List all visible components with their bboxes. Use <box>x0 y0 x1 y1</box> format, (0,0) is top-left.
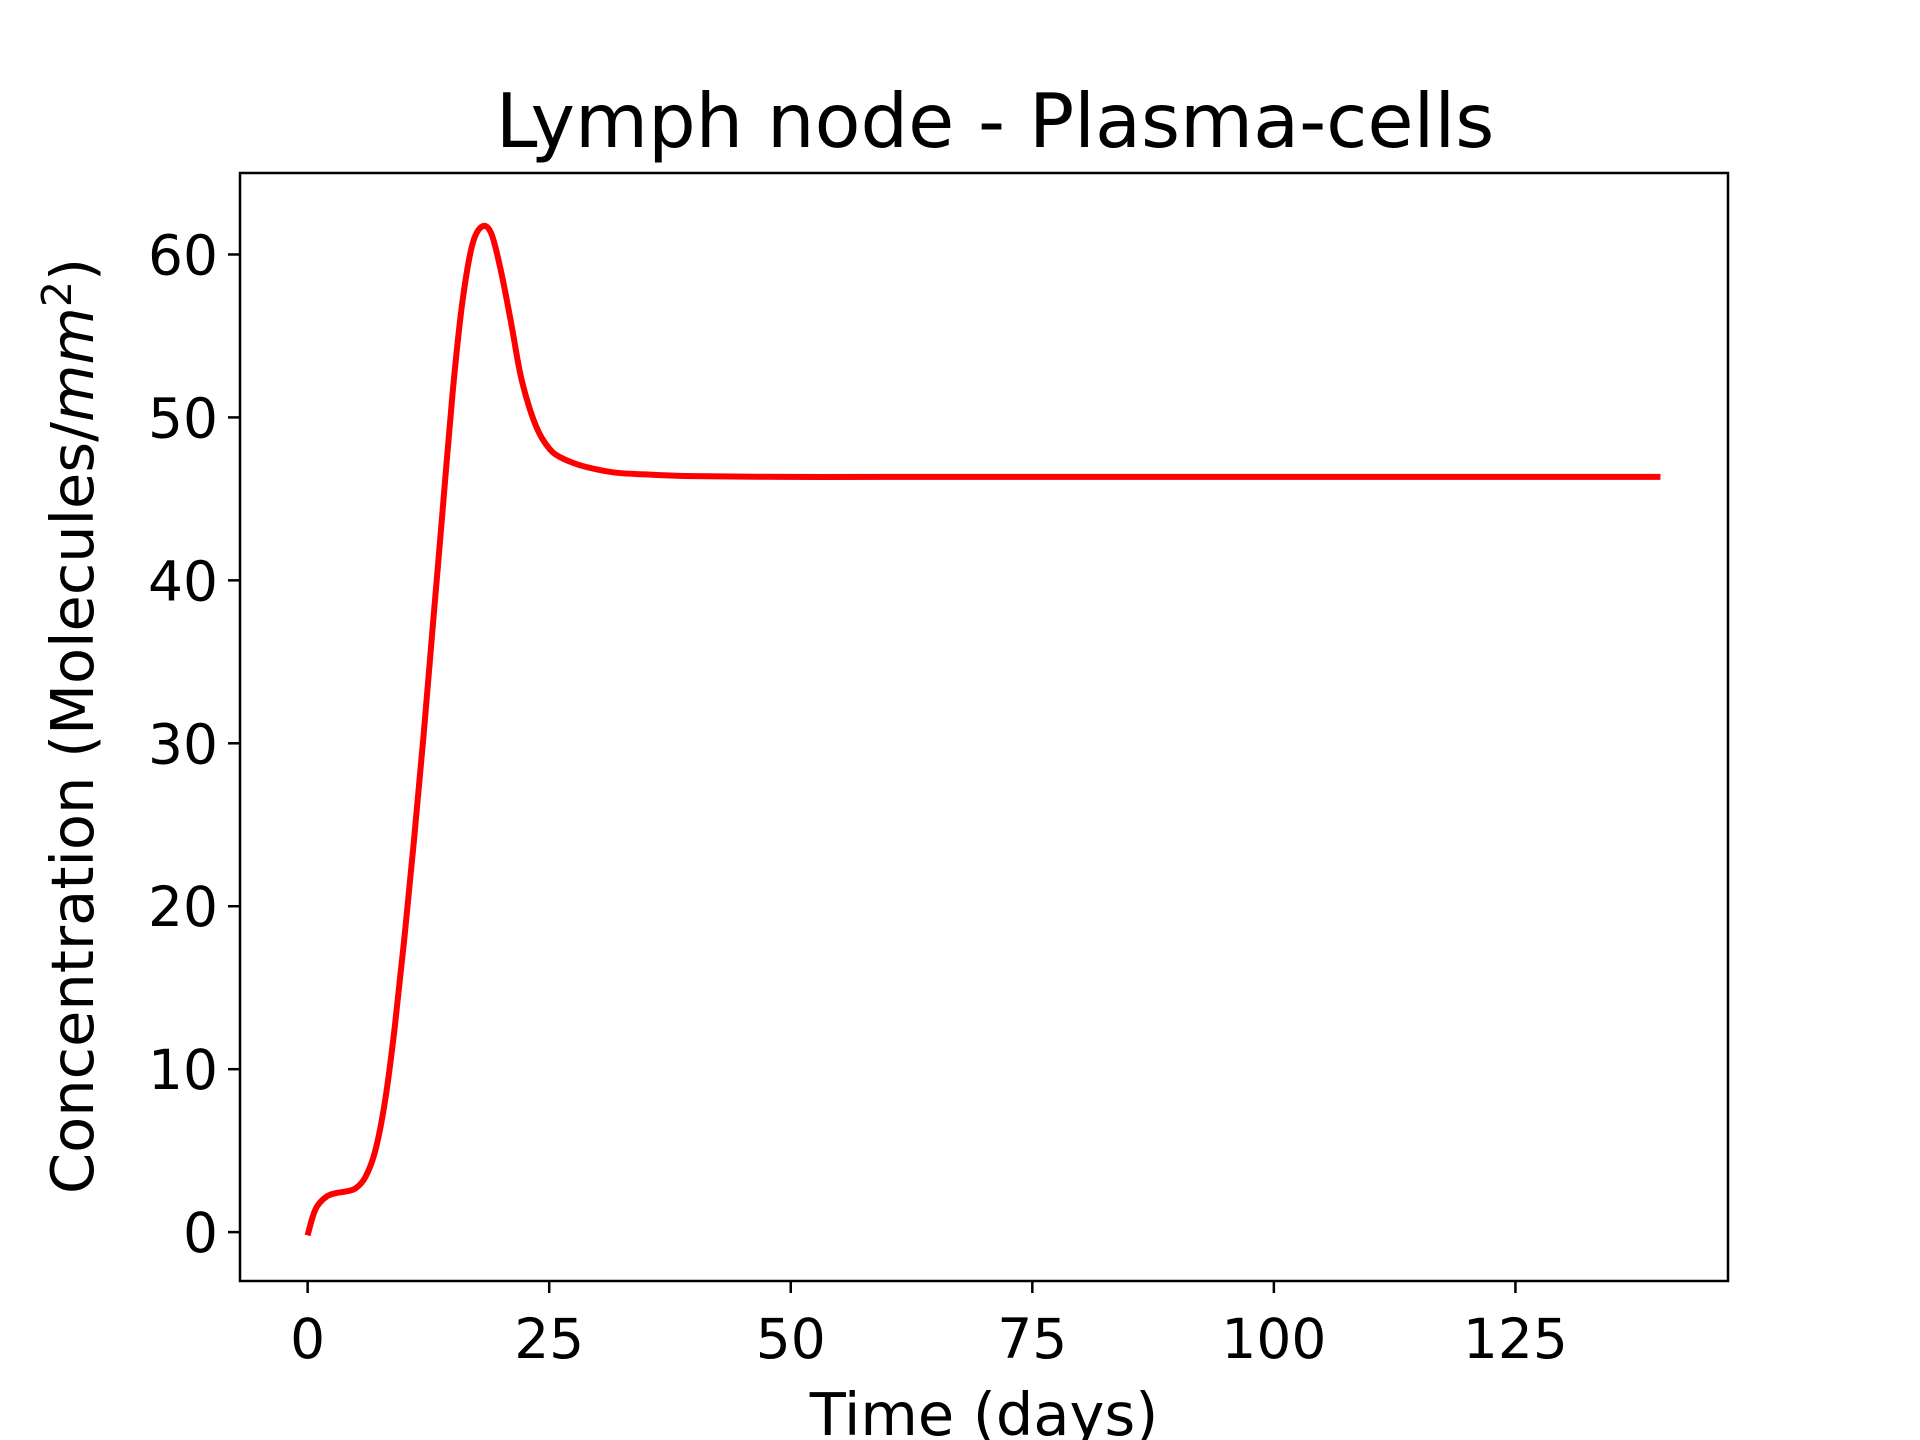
x-tick-label: 100 <box>1221 1307 1326 1371</box>
x-axis: 0 25 50 75 100 125 <box>290 1281 1568 1371</box>
y-tick-label: 0 <box>183 1201 218 1265</box>
y-tick-label: 20 <box>148 875 218 939</box>
y-tick-label: 10 <box>148 1038 218 1102</box>
x-tick-label: 25 <box>514 1307 584 1371</box>
y-axis-title: Concentration (Molecules/mm2) <box>33 258 107 1194</box>
x-tick-label: 0 <box>290 1307 325 1371</box>
x-axis-title: Time (days) <box>809 1380 1158 1440</box>
y-tick-label: 30 <box>148 712 218 776</box>
x-tick-label: 50 <box>756 1307 826 1371</box>
y-tick-label: 60 <box>148 223 218 287</box>
y-tick-label: 50 <box>148 386 218 450</box>
series-line <box>304 222 1661 1237</box>
series-layer <box>304 222 1661 1237</box>
chart-title: Lymph node - Plasma-cells <box>496 77 1495 165</box>
x-tick-label: 125 <box>1463 1307 1568 1371</box>
x-tick-label: 75 <box>997 1307 1067 1371</box>
plot-area-frame <box>238 171 1730 1283</box>
y-axis: 0 10 20 30 40 50 60 <box>148 223 240 1265</box>
y-tick-label: 40 <box>148 549 218 613</box>
